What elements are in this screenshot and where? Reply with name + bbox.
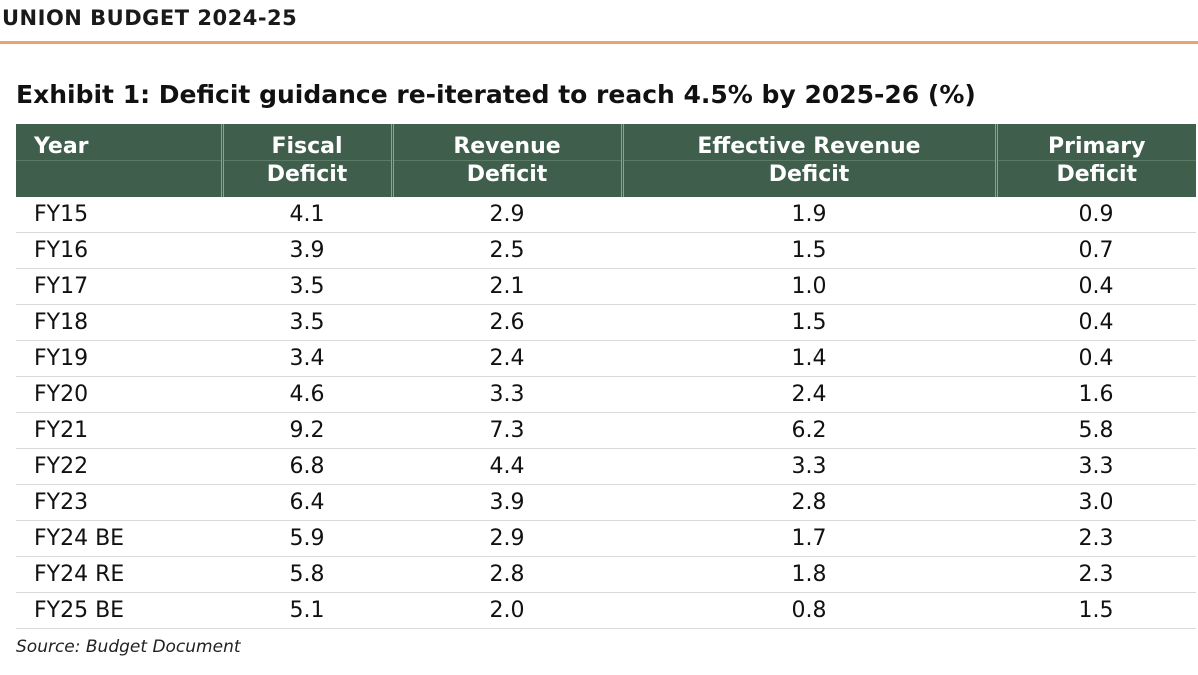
table-row: FY16 3.9 2.5 1.5 0.7	[16, 232, 1196, 269]
table-row: FY18 3.5 2.6 1.5 0.4	[16, 304, 1196, 341]
table-header: Year Fiscal Revenue Effective Revenue Pr…	[16, 124, 1196, 197]
revenue-deficit-cell: 2.5	[392, 232, 622, 269]
effective-revenue-deficit-cell: 1.5	[622, 232, 996, 269]
table-row: FY19 3.4 2.4 1.4 0.4	[16, 340, 1196, 377]
exhibit-title: Exhibit 1: Deficit guidance re-iterated …	[16, 80, 976, 109]
fiscal-deficit-cell: 5.1	[222, 592, 392, 629]
effective-revenue-deficit-cell: 1.8	[622, 556, 996, 593]
col-header-fiscal: Fiscal	[220, 124, 392, 161]
revenue-deficit-cell: 3.9	[392, 484, 622, 521]
col-header-revenue-sub: Deficit	[390, 160, 622, 197]
year-cell: FY17	[16, 268, 222, 305]
fiscal-deficit-cell: 3.4	[222, 340, 392, 377]
primary-deficit-cell: 1.5	[996, 592, 1196, 629]
effective-revenue-deficit-cell: 1.7	[622, 520, 996, 557]
table-row: FY25 BE 5.1 2.0 0.8 1.5	[16, 592, 1196, 629]
primary-deficit-cell: 5.8	[996, 412, 1196, 449]
primary-deficit-cell: 3.3	[996, 448, 1196, 485]
col-header-year: Year	[16, 124, 222, 161]
year-cell: FY19	[16, 340, 222, 377]
effective-revenue-deficit-cell: 2.4	[622, 376, 996, 413]
effective-revenue-deficit-cell: 6.2	[622, 412, 996, 449]
effective-revenue-deficit-cell: 3.3	[622, 448, 996, 485]
fiscal-deficit-cell: 6.8	[222, 448, 392, 485]
table-row: FY21 9.2 7.3 6.2 5.8	[16, 412, 1196, 449]
effective-revenue-deficit-cell: 1.5	[622, 304, 996, 341]
fiscal-deficit-cell: 3.5	[222, 268, 392, 305]
deficit-table: Year Fiscal Revenue Effective Revenue Pr…	[16, 124, 1196, 629]
revenue-deficit-cell: 2.6	[392, 304, 622, 341]
year-cell: FY23	[16, 484, 222, 521]
table-row: FY17 3.5 2.1 1.0 0.4	[16, 268, 1196, 305]
revenue-deficit-cell: 2.8	[392, 556, 622, 593]
effective-revenue-deficit-cell: 1.9	[622, 197, 996, 233]
revenue-deficit-cell: 2.1	[392, 268, 622, 305]
table-row: FY15 4.1 2.9 1.9 0.9	[16, 197, 1196, 233]
primary-deficit-cell: 1.6	[996, 376, 1196, 413]
report-header-bar: UNION BUDGET 2024-25	[0, 0, 1198, 44]
table-row: FY20 4.6 3.3 2.4 1.6	[16, 376, 1196, 413]
effective-revenue-deficit-cell: 1.0	[622, 268, 996, 305]
revenue-deficit-cell: 7.3	[392, 412, 622, 449]
table-row: FY24 RE 5.8 2.8 1.8 2.3	[16, 556, 1196, 593]
table-row: FY23 6.4 3.9 2.8 3.0	[16, 484, 1196, 521]
effective-revenue-deficit-cell: 1.4	[622, 340, 996, 377]
effective-revenue-deficit-cell: 2.8	[622, 484, 996, 521]
col-header-primary-sub: Deficit	[994, 160, 1196, 197]
primary-deficit-cell: 0.4	[996, 268, 1196, 305]
header-row-1: Year Fiscal Revenue Effective Revenue Pr…	[16, 124, 1196, 161]
fiscal-deficit-cell: 5.8	[222, 556, 392, 593]
fiscal-deficit-cell: 4.1	[222, 197, 392, 233]
fiscal-deficit-cell: 3.9	[222, 232, 392, 269]
primary-deficit-cell: 0.9	[996, 197, 1196, 233]
fiscal-deficit-cell: 5.9	[222, 520, 392, 557]
source-note: Source: Budget Document	[16, 637, 241, 657]
table-body: FY15 4.1 2.9 1.9 0.9 FY16 3.9 2.5 1.5 0.7 FY17 3.5 2…	[16, 197, 1196, 629]
year-cell: FY24 BE	[16, 520, 222, 557]
deficit-table-container: Year Fiscal Revenue Effective Revenue Pr…	[16, 124, 1196, 629]
primary-deficit-cell: 2.3	[996, 556, 1196, 593]
primary-deficit-cell: 0.4	[996, 304, 1196, 341]
year-cell: FY24 RE	[16, 556, 222, 593]
revenue-deficit-cell: 2.4	[392, 340, 622, 377]
col-header-fiscal-sub: Deficit	[220, 160, 392, 197]
fiscal-deficit-cell: 9.2	[222, 412, 392, 449]
primary-deficit-cell: 3.0	[996, 484, 1196, 521]
revenue-deficit-cell: 2.0	[392, 592, 622, 629]
header-row-2: Deficit Deficit Deficit Deficit	[16, 160, 1196, 197]
col-header-revenue: Revenue	[390, 124, 622, 161]
year-cell: FY21	[16, 412, 222, 449]
report-title: UNION BUDGET 2024-25	[2, 6, 298, 30]
year-cell: FY20	[16, 376, 222, 413]
table-row: FY24 BE 5.9 2.9 1.7 2.3	[16, 520, 1196, 557]
fiscal-deficit-cell: 3.5	[222, 304, 392, 341]
year-cell: FY22	[16, 448, 222, 485]
table-row: FY22 6.8 4.4 3.3 3.3	[16, 448, 1196, 485]
primary-deficit-cell: 0.4	[996, 340, 1196, 377]
col-header-year-sub	[16, 160, 222, 197]
fiscal-deficit-cell: 6.4	[222, 484, 392, 521]
revenue-deficit-cell: 2.9	[392, 520, 622, 557]
revenue-deficit-cell: 4.4	[392, 448, 622, 485]
col-header-effective-revenue: Effective Revenue	[620, 124, 996, 161]
year-cell: FY25 BE	[16, 592, 222, 629]
year-cell: FY15	[16, 197, 222, 233]
year-cell: FY16	[16, 232, 222, 269]
primary-deficit-cell: 2.3	[996, 520, 1196, 557]
effective-revenue-deficit-cell: 0.8	[622, 592, 996, 629]
col-header-primary: Primary	[994, 124, 1196, 161]
year-cell: FY18	[16, 304, 222, 341]
fiscal-deficit-cell: 4.6	[222, 376, 392, 413]
col-header-effective-revenue-sub: Deficit	[620, 160, 996, 197]
revenue-deficit-cell: 3.3	[392, 376, 622, 413]
revenue-deficit-cell: 2.9	[392, 197, 622, 233]
primary-deficit-cell: 0.7	[996, 232, 1196, 269]
